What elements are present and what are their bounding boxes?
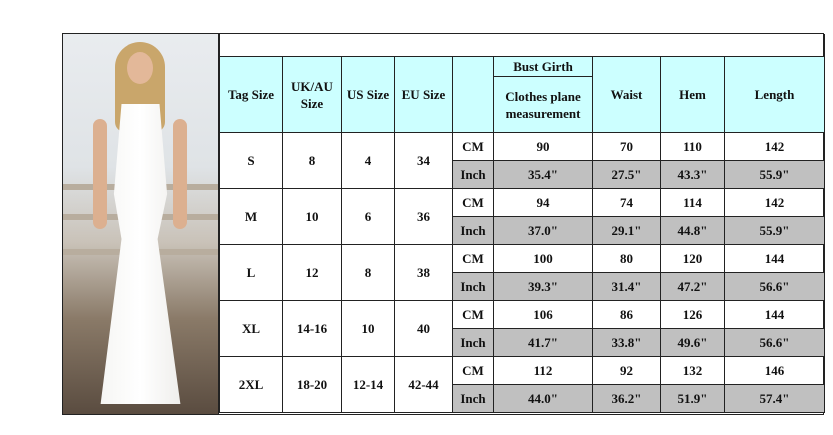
length-inch-cell: 55.9": [723, 160, 826, 189]
unit-inch-label: Inch: [452, 384, 494, 413]
table-row-inch: Inch 35.4" 27.5" 43.3" 55.9": [220, 160, 826, 189]
unit-cm-label: CM: [452, 356, 494, 385]
unit-inch-label: Inch: [452, 328, 494, 357]
table-row-cm: L 12 8 38 CM 100 80 120 144: [219, 244, 826, 301]
hem-cm-cell: 110: [660, 132, 725, 161]
tag-size-cell: 2XL: [219, 356, 283, 413]
header-bust-girth: Bust Girth: [493, 56, 593, 77]
table-row-inch: Inch 39.3" 31.4" 47.2" 56.6": [220, 272, 826, 301]
waist-inch-cell: 33.8": [592, 328, 661, 357]
bust-inch-cell: 44.0": [493, 384, 593, 413]
header-waist: Waist: [592, 56, 661, 133]
unit-cm-label: CM: [452, 244, 494, 273]
us-size-cell: 10: [341, 300, 395, 357]
waist-cm-cell: 92: [592, 356, 661, 385]
unit-cm-label: CM: [452, 132, 494, 161]
table-row-inch: Inch 37.0" 29.1" 44.8" 55.9": [220, 216, 826, 245]
table-row-inch: Inch 44.0" 36.2" 51.9" 57.4": [220, 384, 826, 413]
table-row-cm: XL 14-16 10 40 CM 106 86 126 144: [219, 300, 826, 357]
unit-cm-label: CM: [452, 188, 494, 217]
header-hem: Hem: [660, 56, 725, 133]
size-chart: Tag Size UK/AU Size US Size EU Size Bust…: [62, 33, 826, 415]
length-cm-cell: 142: [723, 188, 826, 217]
us-size-cell: 12-14: [341, 356, 395, 413]
waist-cm-cell: 70: [592, 132, 661, 161]
hem-inch-cell: 49.6": [660, 328, 725, 357]
waist-cm-cell: 86: [592, 300, 661, 329]
uk-au-size-cell: 10: [282, 188, 342, 245]
bust-cm-cell: 100: [493, 244, 593, 273]
waist-cm-cell: 80: [592, 244, 661, 273]
length-inch-cell: 57.4": [723, 384, 826, 413]
unit-inch-label: Inch: [452, 160, 494, 189]
length-cm-cell: 144: [723, 244, 826, 273]
waist-cm-cell: 74: [592, 188, 661, 217]
uk-au-size-cell: 14-16: [282, 300, 342, 357]
tag-size-cell: S: [219, 132, 283, 189]
hem-cm-cell: 114: [660, 188, 725, 217]
bust-cm-cell: 112: [493, 356, 593, 385]
hem-cm-cell: 132: [660, 356, 725, 385]
uk-au-size-cell: 18-20: [282, 356, 342, 413]
table-row-inch: Inch 41.7" 33.8" 49.6" 56.6": [220, 328, 826, 357]
bust-cm-cell: 90: [493, 132, 593, 161]
waist-inch-cell: 36.2": [592, 384, 661, 413]
header-eu-size: EU Size: [394, 56, 453, 133]
unit-inch-label: Inch: [452, 216, 494, 245]
table-row-cm: M 10 6 36 CM 94 74 114 142: [219, 188, 826, 245]
hem-inch-cell: 51.9": [660, 384, 725, 413]
title-row: [218, 34, 826, 57]
tag-size-cell: M: [219, 188, 283, 245]
length-cm-cell: 142: [723, 132, 826, 161]
tag-size-cell: XL: [219, 300, 283, 357]
hem-inch-cell: 47.2": [660, 272, 725, 301]
bust-inch-cell: 35.4": [493, 160, 593, 189]
bust-cm-cell: 94: [493, 188, 593, 217]
header-tag-size: Tag Size: [219, 56, 283, 133]
length-inch-cell: 56.6": [723, 272, 826, 301]
header-bust-subtitle: Clothes plane measurement: [493, 76, 593, 133]
waist-inch-cell: 31.4": [592, 272, 661, 301]
length-inch-cell: 56.6": [723, 328, 826, 357]
us-size-cell: 8: [341, 244, 395, 301]
header-length: Length: [723, 56, 826, 133]
uk-au-size-cell: 8: [282, 132, 342, 189]
header-unit: [452, 56, 494, 133]
us-size-cell: 6: [341, 188, 395, 245]
bust-cm-cell: 106: [493, 300, 593, 329]
size-table: Tag Size UK/AU Size US Size EU Size Bust…: [218, 34, 826, 413]
table-row-cm: S 8 4 34 CM 90 70 110 142: [219, 132, 826, 189]
us-size-cell: 4: [341, 132, 395, 189]
tag-size-cell: L: [219, 244, 283, 301]
length-cm-cell: 144: [723, 300, 826, 329]
hem-cm-cell: 126: [660, 300, 725, 329]
hem-inch-cell: 44.8": [660, 216, 725, 245]
waist-inch-cell: 27.5": [592, 160, 661, 189]
unit-cm-label: CM: [452, 300, 494, 329]
hem-inch-cell: 43.3": [660, 160, 725, 189]
header-us-size: US Size: [341, 56, 395, 133]
eu-size-cell: 36: [394, 188, 453, 245]
header-uk-au-size: UK/AU Size: [282, 56, 342, 133]
model-photo: [63, 34, 219, 414]
bust-inch-cell: 39.3": [493, 272, 593, 301]
length-cm-cell: 146: [723, 356, 826, 385]
eu-size-cell: 38: [394, 244, 453, 301]
table-row-cm: 2XL 18-20 12-14 42-44 CM 112 92 132 146: [219, 356, 826, 413]
unit-inch-label: Inch: [452, 272, 494, 301]
eu-size-cell: 40: [394, 300, 453, 357]
hem-cm-cell: 120: [660, 244, 725, 273]
eu-size-cell: 42-44: [394, 356, 453, 413]
bust-inch-cell: 37.0": [493, 216, 593, 245]
length-inch-cell: 55.9": [723, 216, 826, 245]
waist-inch-cell: 29.1": [592, 216, 661, 245]
uk-au-size-cell: 12: [282, 244, 342, 301]
eu-size-cell: 34: [394, 132, 453, 189]
bust-inch-cell: 41.7": [493, 328, 593, 357]
